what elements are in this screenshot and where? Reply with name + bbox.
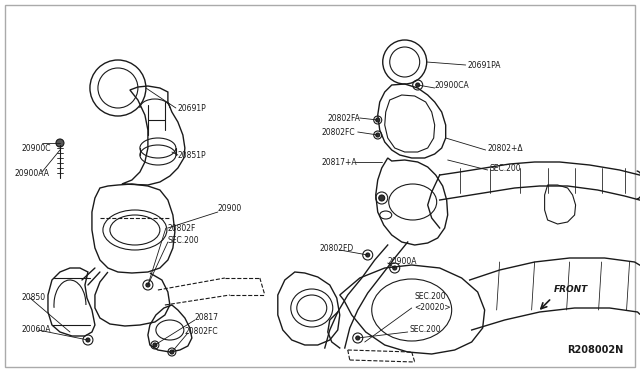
Text: 20802FC: 20802FC bbox=[322, 128, 355, 137]
Text: 20817+A: 20817+A bbox=[322, 157, 357, 167]
Text: 20900: 20900 bbox=[218, 203, 242, 212]
Text: 20900C: 20900C bbox=[22, 144, 51, 153]
Circle shape bbox=[393, 266, 397, 270]
Text: R208002N: R208002N bbox=[568, 345, 624, 355]
Text: SEC.200: SEC.200 bbox=[490, 164, 522, 173]
Circle shape bbox=[365, 253, 370, 257]
Circle shape bbox=[379, 195, 385, 201]
Text: 20691P: 20691P bbox=[178, 103, 207, 112]
Text: SEC.200: SEC.200 bbox=[410, 326, 442, 334]
Text: 20900AA: 20900AA bbox=[15, 169, 50, 177]
Text: 20802FA: 20802FA bbox=[328, 113, 361, 122]
Text: 20802+Δ: 20802+Δ bbox=[488, 144, 524, 153]
Circle shape bbox=[376, 133, 380, 137]
Text: 20060A: 20060A bbox=[22, 326, 51, 334]
Text: 20802F: 20802F bbox=[168, 224, 196, 232]
Text: 20802FC: 20802FC bbox=[185, 327, 218, 337]
Circle shape bbox=[56, 139, 64, 147]
Circle shape bbox=[170, 350, 174, 354]
Text: 20900A: 20900A bbox=[388, 257, 417, 266]
Text: 20900CA: 20900CA bbox=[435, 80, 470, 90]
Text: 20802FD: 20802FD bbox=[320, 244, 354, 253]
Circle shape bbox=[356, 336, 360, 340]
Circle shape bbox=[416, 83, 420, 87]
Circle shape bbox=[146, 283, 150, 287]
Text: 20691PA: 20691PA bbox=[468, 61, 501, 70]
Circle shape bbox=[153, 343, 157, 347]
Circle shape bbox=[86, 338, 90, 342]
Text: SEC.200
<20020>: SEC.200 <20020> bbox=[415, 292, 451, 312]
Text: SEC.200: SEC.200 bbox=[168, 235, 200, 244]
Text: 20851P: 20851P bbox=[178, 151, 207, 160]
Circle shape bbox=[376, 118, 380, 122]
Text: FRONT: FRONT bbox=[554, 285, 588, 295]
Text: 20817: 20817 bbox=[195, 314, 219, 323]
Text: 20850: 20850 bbox=[22, 294, 46, 302]
